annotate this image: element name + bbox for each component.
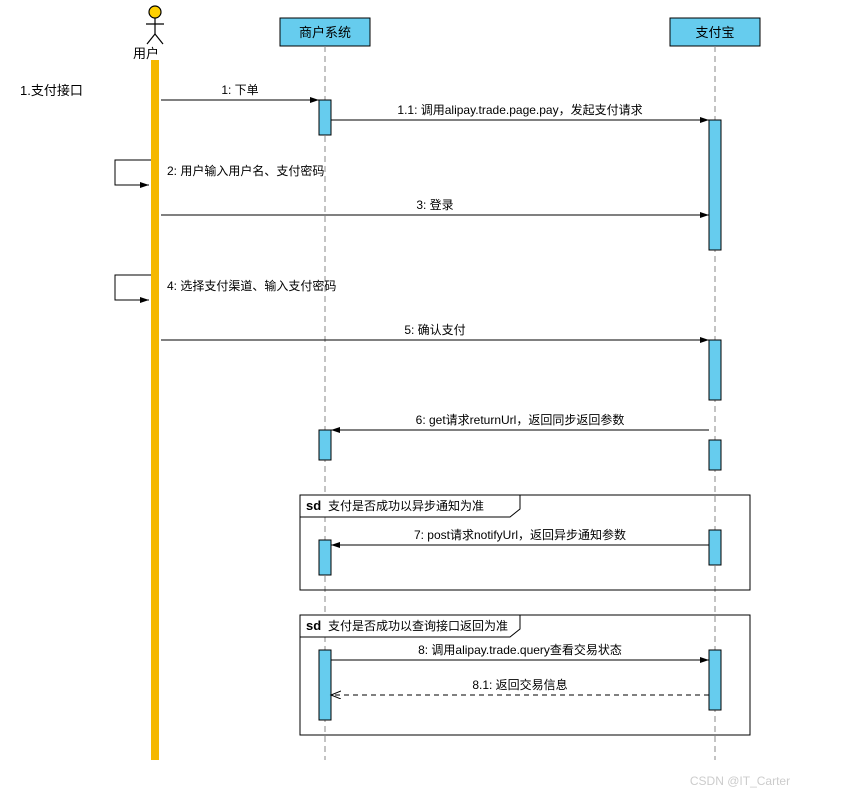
message-label: 1: 下单 [221,83,258,97]
message-self [115,160,151,185]
activation-bar [709,530,721,565]
message-label: 6: get请求returnUrl，返回同步返回参数 [416,412,625,427]
actor-head-icon [149,6,161,18]
activation-bar [319,430,331,460]
lifeline-label: 商户系统 [299,25,351,40]
activation-bar [319,650,331,720]
message-label: 3: 登录 [416,197,453,212]
actor-label: 用户 [133,46,159,61]
message-label: 4: 选择支付渠道、输入支付密码 [167,278,336,293]
message-label: 1.1: 调用alipay.trade.page.pay，发起支付请求 [397,102,642,117]
sequence-diagram: 1.支付接口 商户系统 支付宝用户 sd 支付是否成功以异步通知为准 sd 支付是否成功以查… [0,0,860,795]
activation-bar [709,650,721,710]
sd-title: 支付是否成功以异步通知为准 [328,499,484,513]
sd-prefix: sd [306,618,321,633]
activation-bar [709,120,721,250]
activation-bar [319,100,331,135]
section-label: 1.支付接口 [20,83,83,98]
message-label: 8: 调用alipay.trade.query查看交易状态 [418,642,622,657]
message-self [115,275,151,300]
message-label: 5: 确认支付 [404,323,465,337]
lifeline-label: 支付宝 [695,25,734,40]
activation-bar [319,540,331,575]
message-label: 7: post请求notifyUrl，返回异步通知参数 [414,527,626,542]
sd-title: 支付是否成功以查询接口返回为准 [328,618,508,633]
sd-prefix: sd [306,498,321,513]
message-label: 8.1: 返回交易信息 [472,677,567,692]
activation-bar [709,340,721,400]
watermark: CSDN @IT_Carter [690,774,790,788]
activation-bar [709,440,721,470]
message-label: 2: 用户输入用户名、支付密码 [167,163,324,178]
